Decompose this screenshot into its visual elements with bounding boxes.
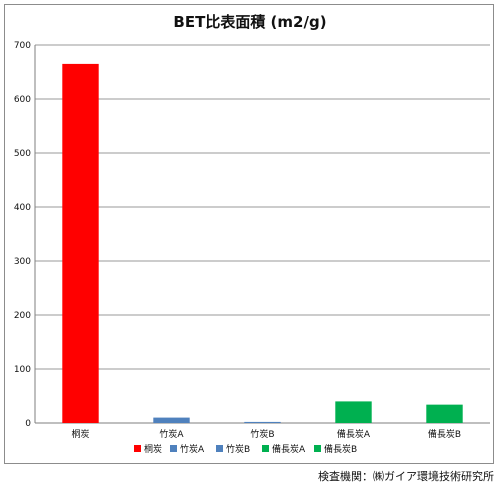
y-tick-label: 0 (25, 419, 31, 429)
x-tick-label: 備長炭B (428, 428, 461, 440)
legend: 桐炭 竹炭A 竹炭B 備長炭A 備長炭B (134, 443, 357, 455)
bar (335, 401, 372, 423)
y-tick-label: 700 (14, 41, 31, 51)
y-tick-label: 500 (14, 149, 31, 159)
legend-swatch (314, 445, 321, 452)
source-note: 検査機関：㈱ガイア環境技術研究所 (318, 470, 494, 483)
legend-label: 備長炭A (272, 443, 306, 455)
x-tick-label: 竹炭B (250, 428, 274, 440)
legend-label: 竹炭A (180, 443, 205, 455)
y-tick-label: 300 (14, 257, 31, 267)
bar (153, 417, 190, 423)
y-tick-label: 200 (14, 311, 31, 321)
gridlines (34, 44, 490, 424)
legend-label: 桐炭 (144, 443, 162, 455)
bar (426, 404, 463, 423)
chart-frame: BET比表面積 (m2/g) 0 100 200 300 400 500 600 700 桐炭… (4, 4, 494, 464)
bar (244, 421, 281, 423)
y-axis-ticks: 0 100 200 300 400 500 600 700 (14, 41, 31, 429)
bars (62, 63, 463, 424)
y-tick-label: 100 (14, 365, 31, 375)
x-axis-ticks: 桐炭 竹炭A 竹炭B 備長炭A 備長炭B (71, 428, 461, 440)
chart-title: BET比表面積 (m2/g) (173, 13, 327, 31)
legend-swatch (216, 445, 223, 452)
legend-label: 備長炭B (324, 443, 357, 455)
y-tick-label: 400 (14, 203, 31, 213)
legend-swatch (262, 445, 269, 452)
x-tick-label: 備長炭A (337, 428, 371, 440)
legend-label: 竹炭B (226, 443, 250, 455)
x-tick-label: 竹炭A (159, 428, 184, 440)
legend-swatch (170, 445, 177, 452)
legend-swatch (134, 445, 141, 452)
bar (62, 63, 99, 424)
x-tick-label: 桐炭 (71, 428, 89, 440)
y-tick-label: 600 (14, 95, 31, 105)
